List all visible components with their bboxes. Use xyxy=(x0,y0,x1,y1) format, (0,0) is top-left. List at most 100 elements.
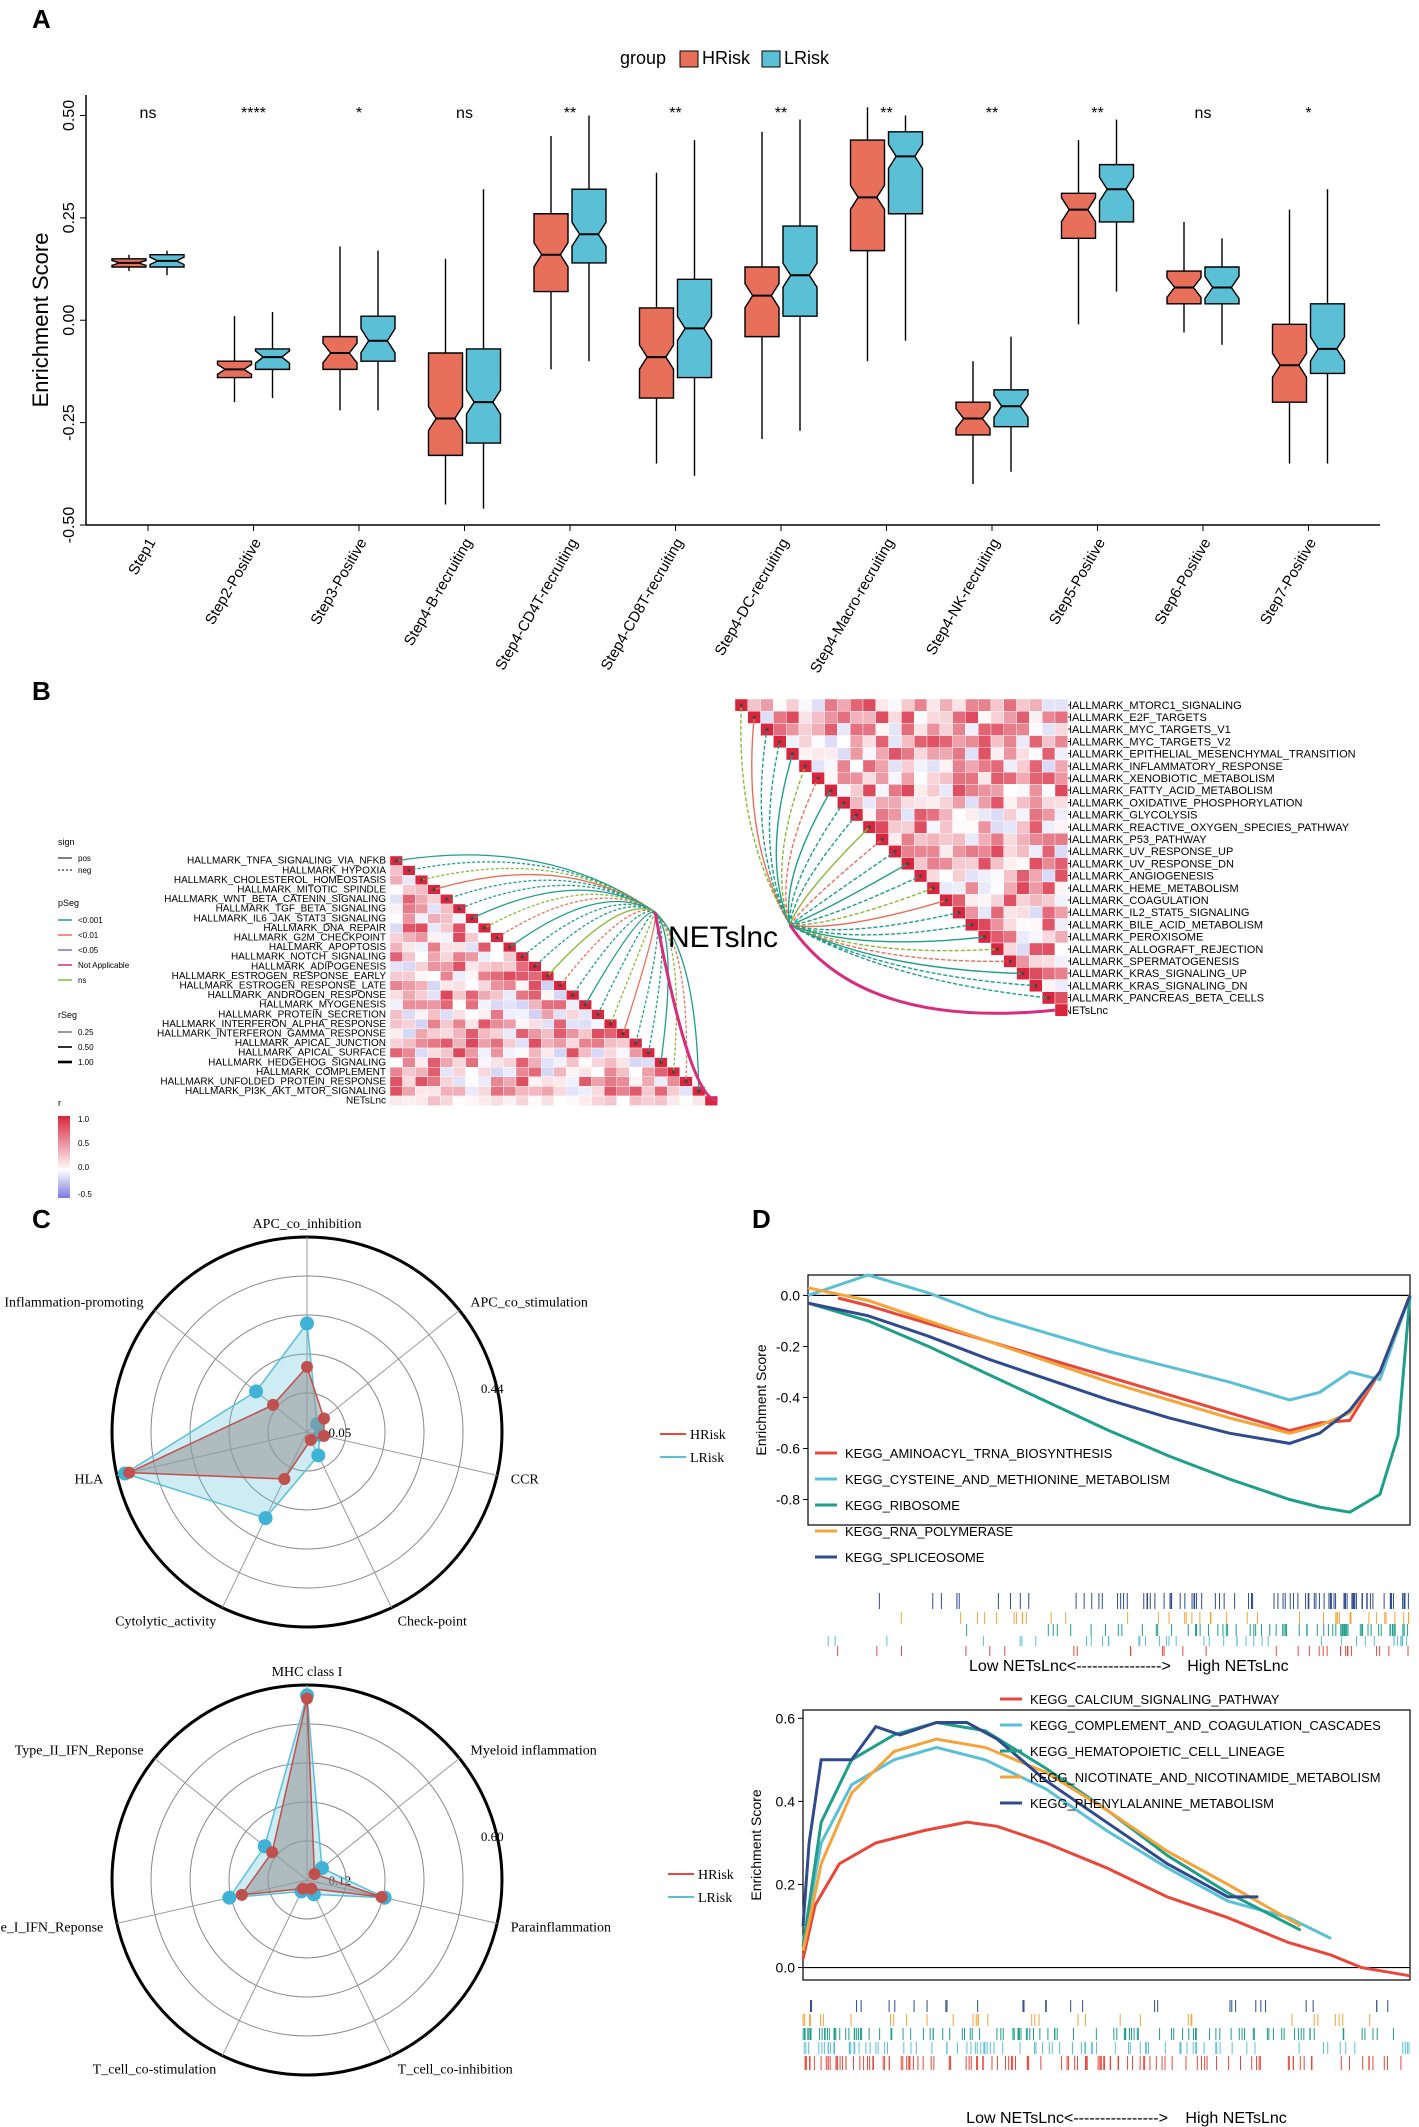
b-right-cell xyxy=(811,759,825,773)
b-left-cell xyxy=(641,1066,655,1077)
b-right-cell xyxy=(824,723,838,736)
b-right-cell xyxy=(837,784,851,797)
b-right-cell xyxy=(786,735,800,748)
b-left-cell xyxy=(452,1038,466,1049)
b-left-cell xyxy=(415,980,429,991)
b-left-cell xyxy=(389,980,403,991)
b-right-cell xyxy=(1003,711,1017,724)
c-axis-label: MHC class I xyxy=(272,1665,343,1680)
b-right-row-label: HALLMARK_MTORC1_SIGNALING xyxy=(1064,700,1242,712)
b-right-cell xyxy=(914,698,928,712)
b-right-cell xyxy=(1016,833,1030,846)
d-curve xyxy=(801,1737,1302,1952)
a-box-lrisk xyxy=(571,188,607,264)
b-left-row-label: HALLMARK_ESTROGEN_RESPONSE_EARLY xyxy=(172,971,387,982)
b-right-cell xyxy=(1016,942,1030,956)
b-right-cell xyxy=(786,711,800,724)
b-left-link xyxy=(609,911,656,1025)
b-right-cell xyxy=(978,698,992,712)
d-y-axis-label: Enrichment Score xyxy=(753,1344,769,1455)
b-left-cell xyxy=(578,1019,592,1030)
b-left-cell xyxy=(389,999,403,1010)
b-right-cell xyxy=(875,698,889,712)
c-axis-label: Myeloid inflammation xyxy=(470,1744,596,1759)
b-left-cell xyxy=(440,923,454,934)
b-legend-r-colorbar xyxy=(58,1116,70,1198)
b-right-cell xyxy=(1016,747,1030,761)
b-right-cell xyxy=(914,833,928,846)
b-right-cell xyxy=(1003,942,1017,956)
b-left-cell xyxy=(465,1095,479,1106)
b-right-cell xyxy=(1054,942,1069,956)
b-left-cell xyxy=(553,1038,567,1049)
b-left-cell xyxy=(415,1066,429,1077)
b-left-cell xyxy=(553,1009,567,1020)
b-left-cell xyxy=(427,990,441,1001)
b-left-cell xyxy=(528,1019,542,1030)
b-right-cell xyxy=(1029,747,1043,761)
b-right-cell xyxy=(1029,955,1043,968)
b-right-link-dot xyxy=(931,886,936,890)
b-left-cell xyxy=(591,1038,605,1049)
b-left-cell xyxy=(490,1057,504,1068)
b-left-cell xyxy=(415,1038,429,1049)
b-left-row-label: HALLMARK_COMPLEMENT xyxy=(256,1067,386,1078)
a-significance-label: ** xyxy=(669,105,681,122)
b-left-cell xyxy=(566,1009,580,1020)
b-right-cell xyxy=(888,747,902,761)
b-right-link-dot xyxy=(791,752,795,756)
d-legend-label: KEGG_CALCIUM_SIGNALING_PATHWAY xyxy=(1030,1692,1280,1707)
b-left-cell xyxy=(427,903,441,914)
b-left-cell xyxy=(503,971,517,982)
b-right-cell xyxy=(1029,735,1043,748)
b-left-cell xyxy=(452,1076,466,1087)
b-right-cell xyxy=(952,857,966,870)
b-right-cell xyxy=(990,711,1005,724)
b-right-cell xyxy=(1041,820,1056,834)
b-right-link-dot xyxy=(944,898,948,902)
b-right-cell xyxy=(901,808,915,822)
b-right-cell xyxy=(926,869,941,883)
b-left-cell xyxy=(515,1047,529,1058)
b-left-link-dot xyxy=(419,878,424,882)
b-left-cell xyxy=(578,1066,592,1077)
b-left-cell xyxy=(440,1047,454,1058)
b-left-link xyxy=(559,909,656,986)
b-right-cell xyxy=(1029,796,1043,809)
b-right-cell xyxy=(965,833,979,846)
d-plot-frame xyxy=(807,1274,1411,1526)
b-left-cell xyxy=(490,951,504,962)
b-left-cell xyxy=(503,999,517,1010)
a-x-ticks: Step1 Step2-Positive Step3-Positive Step4-B… xyxy=(125,525,1320,676)
b-right-cell xyxy=(926,747,941,761)
b-left-heatmap: HALLMARK_TNFA_SIGNALING_VIA_NFKBHALLMARK… xyxy=(157,856,718,1107)
b-legend-rseg-1: 0.25 xyxy=(78,1028,94,1037)
b-left-cell xyxy=(604,1047,618,1058)
c-legend-top: HRisk LRisk xyxy=(660,1428,726,1466)
d-curve xyxy=(807,1294,1412,1445)
b-left-cell xyxy=(478,1095,492,1106)
b-left-link-dot xyxy=(495,936,499,940)
c-axis-label: APC_co_stimulation xyxy=(470,1296,587,1311)
b-right-row-label: HALLMARK_COAGULATION xyxy=(1064,895,1209,907)
b-left-cell xyxy=(515,1038,529,1049)
b-right-cell xyxy=(1016,772,1030,785)
b-left-cell xyxy=(415,1057,429,1068)
b-left-cell xyxy=(541,999,555,1010)
b-left-cell xyxy=(389,875,403,886)
b-right-cell xyxy=(1029,906,1043,919)
a-y-tick-label: 0.50 xyxy=(61,100,78,131)
b-right-cell xyxy=(965,894,979,907)
b-left-cell xyxy=(578,1028,592,1039)
b-right-cell xyxy=(1003,906,1017,919)
b-right-cell xyxy=(939,747,953,761)
b-left-cell xyxy=(591,1019,605,1030)
b-right-cell xyxy=(862,759,877,773)
b-left-link xyxy=(521,903,656,958)
legend-hrisk-label: HRisk xyxy=(702,48,751,68)
b-left-cell xyxy=(440,913,454,924)
b-right-row-label: HALLMARK_UV_RESPONSE_UP xyxy=(1064,846,1233,858)
b-left-cell xyxy=(515,961,529,972)
b-right-cell xyxy=(926,833,941,846)
b-left-cell xyxy=(440,961,454,972)
